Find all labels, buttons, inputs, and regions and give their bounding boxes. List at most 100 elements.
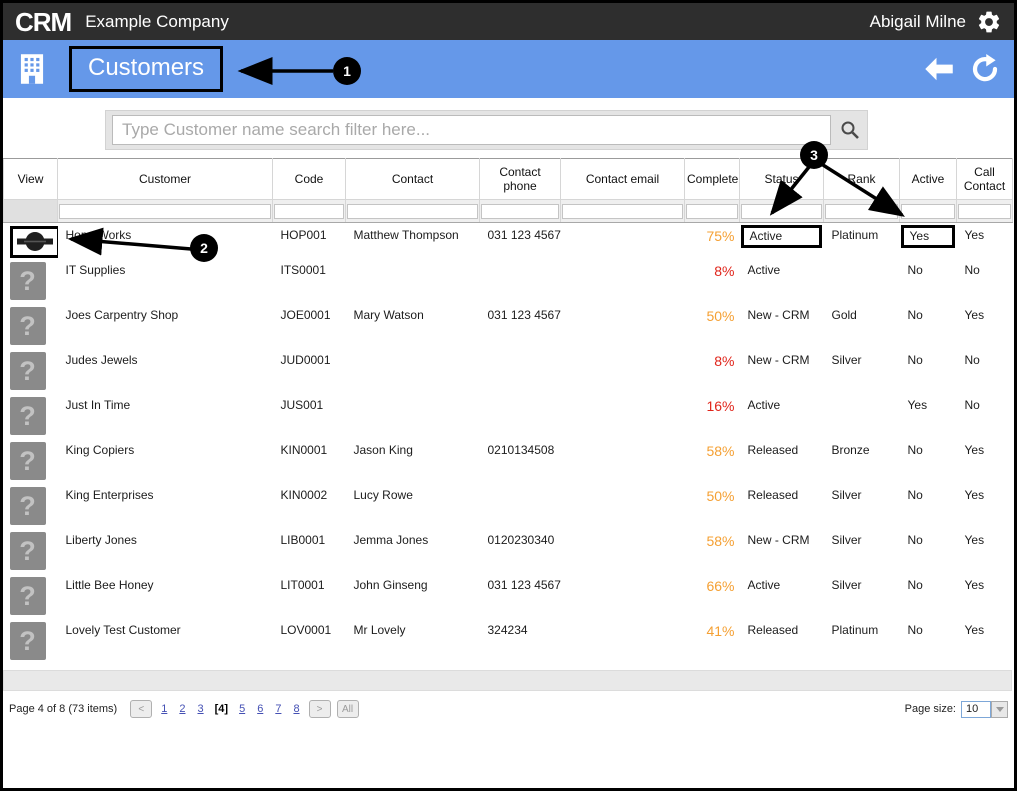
cell-email [561, 528, 685, 573]
cell-status: Released [747, 623, 799, 637]
cell-view: ? [4, 573, 58, 618]
cell-complete: 41% [706, 623, 735, 639]
cell-contact [346, 348, 480, 393]
cell-customer: King Enterprises [65, 488, 154, 502]
filter-cell-view [3, 199, 58, 223]
cell-status: Active [747, 398, 781, 412]
filter-input-complete[interactable] [686, 203, 738, 219]
cell-view [4, 223, 58, 258]
filter-input-rank[interactable] [825, 203, 898, 219]
pager-page-link[interactable]: 7 [275, 703, 282, 715]
cell-code: ITS0001 [280, 263, 326, 277]
highlighted-status-value: Active [740, 225, 822, 248]
cell-call: Yes [964, 443, 985, 457]
column-header-contact[interactable]: Contact [345, 158, 480, 200]
pager-prev-button[interactable]: < [130, 700, 153, 718]
filter-cell-complete [684, 199, 740, 223]
cell-call: Yes [964, 578, 985, 592]
cell-status: New - CRM [747, 308, 810, 322]
cell-contact [346, 258, 480, 303]
cell-phone: 031 123 4567 [487, 578, 561, 592]
annotation-badge-3: 3 [800, 141, 828, 169]
filter-input-customer[interactable] [59, 203, 271, 219]
page-size-value[interactable]: 10 [961, 700, 991, 718]
filter-input-phone[interactable] [481, 203, 559, 219]
cell-complete: 8% [714, 263, 735, 279]
cell-rank: Silver [831, 533, 862, 547]
cell-call: Yes [964, 228, 985, 242]
filter-input-call[interactable] [958, 203, 1011, 219]
cell-email [561, 618, 685, 663]
cell-contact: Mr Lovely [353, 623, 406, 637]
view-customer-placeholder-icon[interactable]: ? [9, 577, 46, 615]
filter-cell-rank [823, 199, 900, 223]
filter-input-active[interactable] [901, 203, 955, 219]
cell-contact: Jason King [353, 443, 413, 457]
cell-customer: Little Bee Honey [65, 578, 154, 592]
cell-code: JOE0001 [280, 308, 331, 322]
pager-all-button[interactable]: All [336, 700, 359, 718]
pager-pages: 1 2 3 [4] 5 6 7 8 [155, 703, 305, 715]
cell-email [561, 258, 685, 303]
page-size-dropdown-button[interactable] [991, 700, 1008, 718]
view-customer-placeholder-icon[interactable]: ? [9, 532, 46, 570]
cell-customer: Just In Time [65, 398, 131, 412]
filter-input-status[interactable] [741, 203, 822, 219]
column-header-rank[interactable]: Rank [823, 158, 900, 200]
pager-page-link[interactable]: 2 [179, 703, 186, 715]
view-customer-button[interactable] [9, 226, 58, 258]
search-input[interactable] [112, 115, 831, 145]
view-customer-placeholder-icon[interactable]: ? [9, 262, 46, 300]
pager-next-button[interactable]: > [308, 700, 331, 718]
user-name: Abigail Milne [869, 11, 966, 31]
cell-rank: Silver [831, 578, 862, 592]
cell-status: Active [747, 263, 781, 277]
cell-code: JUD0001 [280, 353, 331, 367]
view-customer-placeholder-icon[interactable]: ? [9, 352, 46, 390]
cell-view: ? [4, 258, 58, 303]
cell-active: No [907, 308, 923, 322]
pager-page-link[interactable]: 6 [257, 703, 264, 715]
cell-email [561, 573, 685, 618]
cell-customer: Lovely Test Customer [65, 623, 181, 637]
filter-input-email[interactable] [562, 203, 683, 219]
view-customer-placeholder-icon[interactable]: ? [9, 397, 46, 435]
filter-cell-active [899, 199, 957, 223]
refresh-icon[interactable] [970, 54, 1000, 84]
cell-contact: Mary Watson [353, 308, 424, 322]
column-header-code[interactable]: Code [272, 158, 346, 200]
cell-contact: Jemma Jones [353, 533, 429, 547]
cell-code: LIT0001 [280, 578, 325, 592]
column-header-view[interactable]: View [3, 158, 58, 200]
pager-page-link[interactable]: 1 [161, 703, 168, 715]
cell-status: Active [747, 578, 781, 592]
cell-phone [480, 483, 561, 528]
column-header-phone[interactable]: Contact phone [479, 158, 561, 200]
column-header-complete[interactable]: Complete [684, 158, 740, 200]
filter-cell-customer [57, 199, 273, 223]
cell-phone [480, 393, 561, 438]
view-customer-placeholder-icon[interactable]: ? [9, 442, 46, 480]
cell-contact [346, 393, 480, 438]
building-icon[interactable] [17, 53, 47, 85]
settings-gear-icon[interactable] [976, 9, 1002, 35]
view-customer-placeholder-icon[interactable]: ? [9, 622, 46, 660]
view-customer-placeholder-icon[interactable]: ? [9, 487, 46, 525]
column-header-active[interactable]: Active [899, 158, 957, 200]
column-header-email[interactable]: Contact email [560, 158, 685, 200]
column-header-call[interactable]: Call Contact [956, 158, 1013, 200]
column-header-customer[interactable]: Customer [57, 158, 273, 200]
view-customer-placeholder-icon[interactable]: ? [9, 307, 46, 345]
pager-page-link[interactable]: 5 [239, 703, 246, 715]
filter-cell-phone [479, 199, 561, 223]
cell-view: ? [4, 483, 58, 528]
filter-input-code[interactable] [274, 203, 344, 219]
pager-page-current: [4] [214, 703, 229, 715]
filter-input-contact[interactable] [347, 203, 478, 219]
search-button[interactable] [833, 113, 867, 147]
pager-page-link[interactable]: 3 [197, 703, 204, 715]
back-arrow-icon[interactable] [924, 54, 954, 84]
cell-complete: 50% [706, 308, 735, 324]
pager-page-link[interactable]: 8 [293, 703, 300, 715]
page-title: Customers [69, 46, 224, 92]
